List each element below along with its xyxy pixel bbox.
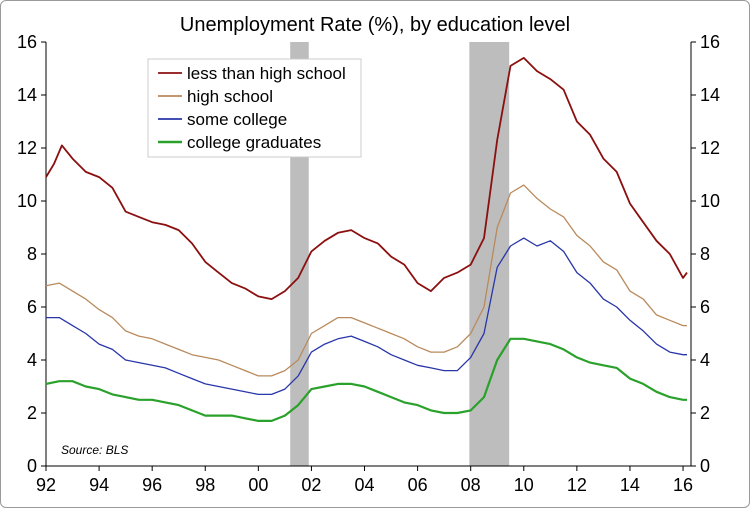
y-tick-label-right-4: 4 [700,350,710,370]
y-tick-label-right-2: 2 [700,403,710,423]
y-tick-label-right-14: 14 [700,85,720,105]
series-line-less-than-high-school [45,57,688,301]
x-tick-label-10: 10 [514,475,534,495]
x-tick-label-04: 04 [355,475,375,495]
x-tick-label-06: 06 [408,475,428,495]
y-tick-label-left-0: 0 [27,456,37,476]
y-tick-label-right-0: 0 [700,456,710,476]
legend-label-2: high school [187,87,273,106]
y-tick-label-left-10: 10 [17,191,37,211]
y-tick-label-right-6: 6 [700,297,710,317]
x-tick-label-94: 94 [89,475,109,495]
x-tick-label-92: 92 [36,475,56,495]
y-tick-label-right-10: 10 [700,191,720,211]
legend: less than high school high school some col… [147,58,362,158]
y-tick-label-left-12: 12 [17,138,37,158]
series-line-some-college [46,237,687,396]
y-tick-label-left-16: 16 [17,32,37,52]
series-line-college-graduates [45,337,687,422]
y-tick-label-left-4: 4 [27,350,37,370]
x-tick-label-96: 96 [142,475,162,495]
y-tick-label-right-8: 8 [700,244,710,264]
legend-label-3: some college [187,110,287,129]
legend-box [147,58,362,158]
y-tick-label-right-12: 12 [700,138,720,158]
y-tick-label-left-6: 6 [27,297,37,317]
y-tick-label-right-16: 16 [700,32,720,52]
chart-title: Unemployment Rate (%), by education leve… [180,14,570,36]
y-tick-label-left-8: 8 [27,244,37,264]
x-tick-label-00: 00 [248,475,268,495]
x-tick-label-02: 02 [301,475,321,495]
x-tick-label-12: 12 [567,475,587,495]
x-tick-label-14: 14 [620,475,640,495]
x-tick-label-98: 98 [195,475,215,495]
series-line-high-school [45,184,687,377]
legend-label-4: college graduates [187,133,321,152]
x-tick-label-16: 16 [673,475,693,495]
source-label: Source: BLS [61,443,128,457]
legend-label-1: less than high school [187,64,346,83]
y-tick-label-left-14: 14 [17,85,37,105]
series-lines [45,57,688,422]
x-tick-label-08: 08 [461,475,481,495]
y-tick-label-left-2: 2 [27,403,37,423]
